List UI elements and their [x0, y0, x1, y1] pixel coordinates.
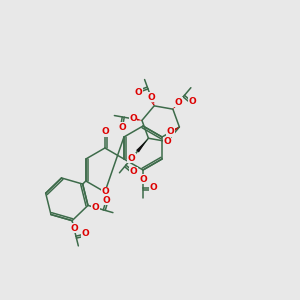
Text: O: O [129, 114, 137, 123]
Text: O: O [130, 167, 137, 176]
Text: O: O [139, 175, 147, 184]
Text: O: O [102, 196, 110, 205]
Text: O: O [101, 128, 109, 136]
Text: O: O [128, 154, 136, 163]
Text: O: O [175, 98, 182, 107]
Text: O: O [147, 93, 155, 102]
Polygon shape [170, 127, 179, 134]
Text: O: O [167, 128, 175, 136]
Text: O: O [101, 188, 109, 196]
Text: O: O [149, 184, 157, 193]
Text: O: O [135, 88, 142, 97]
Text: O: O [82, 229, 89, 238]
Text: O: O [70, 224, 78, 233]
Text: O: O [118, 123, 126, 132]
Text: O: O [163, 137, 171, 146]
Polygon shape [136, 138, 148, 152]
Polygon shape [173, 101, 180, 109]
Text: O: O [188, 97, 196, 106]
Polygon shape [133, 117, 142, 121]
Text: O: O [92, 203, 100, 212]
